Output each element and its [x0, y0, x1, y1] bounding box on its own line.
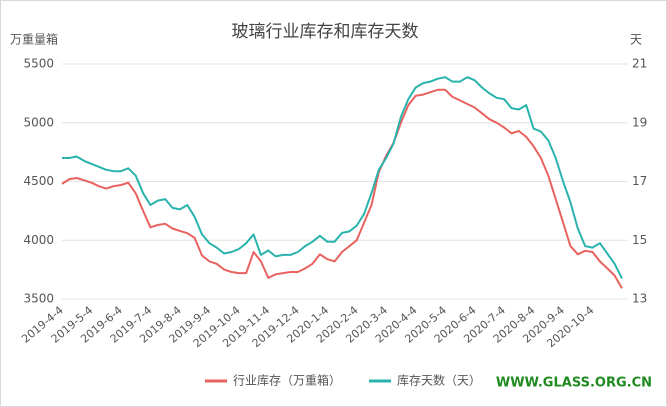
- y-tick-label: 3500: [23, 292, 54, 306]
- line-series: [61, 88, 623, 289]
- watermark: WWW.GLASS.ORG.CN: [496, 376, 652, 391]
- line-series: [62, 76, 623, 279]
- y-tick-label: 5000: [23, 115, 54, 129]
- legend-label: 库存天数（天）: [397, 373, 481, 388]
- legend-label: 行业库存（万重箱）: [233, 373, 341, 388]
- y2-tick-label: 13: [632, 292, 647, 306]
- y-axis-label: 万重量箱: [10, 32, 58, 47]
- y2-tick-label: 19: [632, 115, 647, 129]
- chart-title: 玻璃行业库存和库存天数: [232, 22, 419, 42]
- y2-axis-label: 天: [630, 33, 642, 47]
- y-tick-label: 4000: [23, 233, 54, 247]
- y-tick-label: 5500: [23, 57, 54, 71]
- y-tick-label: 4500: [23, 174, 54, 188]
- y2-tick-label: 15: [632, 233, 647, 247]
- y2-tick-label: 17: [632, 174, 647, 188]
- y2-tick-label: 21: [632, 57, 647, 71]
